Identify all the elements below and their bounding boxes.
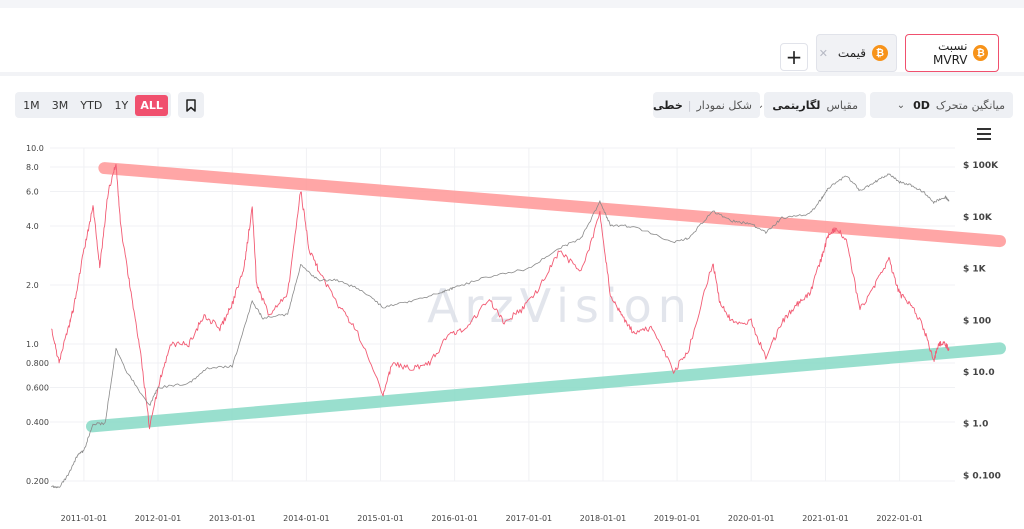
add-series-button[interactable]: + xyxy=(780,43,808,71)
tag-price-label: قیمت xyxy=(837,46,866,60)
trend-band-lower xyxy=(85,342,1006,433)
chart-area: ArzVision 10.0 8.0 6.0 4.0 2.0 1.0 0.800 0.600 0… xyxy=(26,144,1006,523)
y-left-tick-label: 10.0 xyxy=(26,144,44,153)
moving-average-select[interactable]: میانگین متحرک 0D ⌄ xyxy=(870,92,1013,118)
x-tick-label: 2020-01-01 xyxy=(728,514,775,523)
x-tick-label: 2018-01-01 xyxy=(580,514,627,523)
watermark: ArzVision xyxy=(427,279,693,333)
y-left-tick-label: 6.0 xyxy=(26,187,39,196)
y-right-tick-label: $ 1.0 xyxy=(963,420,988,430)
range-1m[interactable]: 1M xyxy=(23,98,40,112)
x-tick-label: 2017-01-01 xyxy=(506,514,553,523)
y-left-tick-label: 4.0 xyxy=(26,222,39,231)
moving-average-value: 0D xyxy=(913,98,930,112)
tag-price[interactable]: ₿ قیمت ✕ xyxy=(816,34,897,72)
x-tick-label: 2011-01-01 xyxy=(61,514,108,523)
y-left-tick-label: 1.0 xyxy=(26,340,39,349)
y-left-tick-label: 0.200 xyxy=(26,477,49,486)
y-right-tick-label: $ 10.0 xyxy=(963,368,995,378)
x-tick-label: 2015-01-01 xyxy=(357,514,404,523)
range-all[interactable]: ALL xyxy=(135,94,168,116)
range-1y[interactable]: 1Y xyxy=(114,98,129,112)
series-line-price xyxy=(51,173,950,489)
chart-shape-select[interactable]: شکل نمودار | خطی xyxy=(653,92,760,118)
series-line-mvrv xyxy=(51,163,950,430)
top-strip xyxy=(0,0,1024,8)
x-tick-label: 2016-01-01 xyxy=(431,514,478,523)
range-ytd[interactable]: YTD xyxy=(80,98,103,112)
x-axis: 2011-01-01 2012-01-01 2013-01-01 2014-01-01… xyxy=(61,514,923,523)
scale-label: مقیاس xyxy=(826,98,858,112)
y-left-tick-label: 8.0 xyxy=(26,163,39,172)
moving-average-label: میانگین متحرک xyxy=(935,98,1005,112)
range-selector: 1M 3M YTD 1Y ALL xyxy=(15,92,171,118)
y-right-tick-label: $ 1K xyxy=(963,265,987,275)
close-icon[interactable]: ✕ xyxy=(818,46,828,60)
chevron-down-icon: ⌄ xyxy=(755,99,765,111)
chart-shape-label: شکل نمودار xyxy=(696,98,753,112)
tag-mvrv-label: نسبت MVRV xyxy=(933,39,968,67)
x-tick-label: 2013-01-01 xyxy=(209,514,256,523)
bitcoin-icon: ₿ xyxy=(973,45,988,61)
y-right-tick-label: $ 100K xyxy=(963,161,999,171)
chart-shape-value: خطی xyxy=(653,98,683,112)
y-axis-right: $ 100K $ 10K $ 1K $ 100 $ 10.0 $ 1.0 $ 0.100 xyxy=(963,161,1001,481)
menu-icon[interactable] xyxy=(977,128,991,140)
divider: | xyxy=(687,98,692,112)
y-right-tick-label: $ 10K xyxy=(963,213,993,223)
bookmark-icon xyxy=(186,98,196,112)
y-left-tick-label: 2.0 xyxy=(26,281,39,290)
scale-value: لگاریتمی xyxy=(772,98,821,112)
tag-mvrv[interactable]: ₿ نسبت MVRV xyxy=(905,34,999,72)
header-bar: ₿ نسبت MVRV ₿ قیمت ✕ + xyxy=(0,8,1024,76)
scale-select[interactable]: مقیاس لگاریتمی ⌄ xyxy=(756,92,866,118)
bookmark-button[interactable] xyxy=(178,92,204,118)
x-tick-label: 2021-01-01 xyxy=(802,514,849,523)
y-right-tick-label: $ 100 xyxy=(963,316,991,326)
range-3m[interactable]: 3M xyxy=(51,98,69,112)
x-tick-label: 2022-01-01 xyxy=(876,514,923,523)
chevron-down-icon: ⌄ xyxy=(896,99,906,111)
x-tick-label: 2019-01-01 xyxy=(654,514,701,523)
series-lines xyxy=(51,163,950,489)
y-right-tick-label: $ 0.100 xyxy=(963,471,1001,481)
y-left-tick-label: 0.800 xyxy=(26,359,49,368)
y-left-tick-label: 0.600 xyxy=(26,383,49,392)
y-left-tick-label: 0.400 xyxy=(26,418,49,427)
y-axis-left: 10.0 8.0 6.0 4.0 2.0 1.0 0.800 0.600 0.400 0.200 xyxy=(26,144,49,486)
bitcoin-icon: ₿ xyxy=(872,45,888,61)
trend-band-upper xyxy=(98,162,1006,248)
x-tick-label: 2014-01-01 xyxy=(283,514,330,523)
trend-bands xyxy=(85,162,1006,433)
x-tick-label: 2012-01-01 xyxy=(135,514,182,523)
